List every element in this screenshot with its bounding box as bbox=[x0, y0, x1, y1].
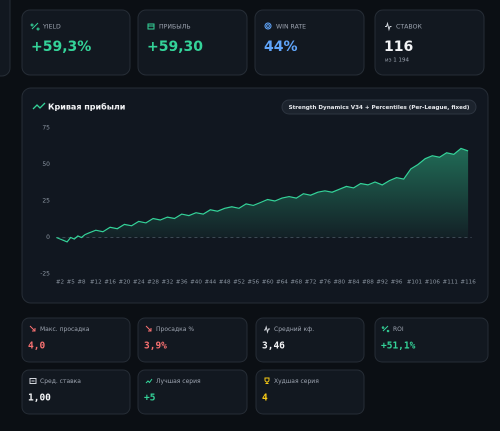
metric-label: Макс. просадка bbox=[40, 326, 90, 333]
metric-label: Просадка % bbox=[156, 326, 194, 333]
stat-value: 44% bbox=[264, 39, 298, 55]
x-tick-label: #32 bbox=[161, 280, 173, 286]
x-tick-label: #92 bbox=[376, 280, 388, 286]
x-tick-label: #60 bbox=[262, 280, 274, 286]
metric-value: 3,46 bbox=[262, 341, 285, 352]
chart-icon bbox=[32, 102, 46, 110]
stat-card bbox=[254, 9, 365, 76]
metric-icon bbox=[145, 325, 152, 332]
x-tick-label: #5 bbox=[67, 280, 76, 286]
x-tick-label: #68 bbox=[290, 280, 302, 286]
y-tick-label: 50 bbox=[42, 161, 50, 168]
chart-panel bbox=[21, 87, 489, 304]
x-tick-label: #52 bbox=[233, 280, 245, 286]
stat-icon bbox=[264, 22, 272, 30]
stat-card bbox=[21, 9, 131, 76]
chart-title: Кривая прибыли bbox=[48, 102, 125, 112]
stat-icon bbox=[30, 22, 40, 31]
stat-icon bbox=[147, 23, 155, 30]
x-tick-label: #36 bbox=[176, 280, 188, 286]
x-tick-label: #116 bbox=[460, 280, 476, 286]
stat-value: +59,30 bbox=[147, 39, 203, 55]
stat-label: ПРИБЫЛЬ bbox=[159, 24, 191, 31]
y-tick-label: 25 bbox=[42, 198, 50, 205]
clipped-card bbox=[0, 0, 11, 77]
stat-sub: из 1 194 bbox=[385, 58, 409, 64]
x-tick-label: #28 bbox=[147, 280, 159, 286]
metric-icon bbox=[145, 378, 153, 384]
metric-value: 1,00 bbox=[28, 393, 51, 404]
x-tick-label: #2 bbox=[56, 280, 64, 286]
badge-text: Strength Dynamics V34 + Percentiles (Per… bbox=[289, 105, 470, 111]
metric-value: 3,9% bbox=[144, 341, 167, 352]
metric-icon bbox=[29, 325, 36, 332]
y-tick-label: 75 bbox=[42, 125, 50, 132]
metric-value: +51,1% bbox=[381, 341, 416, 352]
x-tick-label: #101 bbox=[407, 280, 423, 286]
stat-icon bbox=[385, 21, 392, 32]
x-tick-label: #44 bbox=[204, 280, 216, 286]
metric-card bbox=[374, 317, 489, 363]
x-tick-label: #76 bbox=[319, 280, 331, 286]
metric-card bbox=[21, 317, 131, 363]
x-tick-label: #96 bbox=[391, 280, 403, 286]
y-tick-label: 0 bbox=[46, 234, 50, 241]
stat-card bbox=[137, 9, 248, 76]
metric-card bbox=[21, 369, 131, 415]
metric-value: +5 bbox=[144, 393, 156, 404]
x-tick-label: #24 bbox=[133, 280, 145, 286]
metric-value: 4,0 bbox=[28, 341, 45, 352]
metric-icon bbox=[264, 325, 270, 334]
metric-label: ROI bbox=[393, 326, 404, 333]
badge bbox=[281, 99, 477, 115]
x-tick-label: #106 bbox=[425, 280, 441, 286]
x-tick-label: #84 bbox=[348, 280, 360, 286]
x-tick-label: #16 bbox=[104, 280, 116, 286]
x-tick-label: #72 bbox=[305, 280, 317, 286]
profit-line bbox=[56, 147, 469, 243]
metric-label: Сред. ставка bbox=[40, 378, 81, 385]
x-tick-label: #12 bbox=[90, 280, 102, 286]
metric-label: Худшая серия bbox=[274, 378, 319, 385]
x-tick-label: #111 bbox=[443, 280, 459, 286]
metric-icon bbox=[264, 377, 270, 384]
x-tick-label: #20 bbox=[119, 280, 131, 286]
stat-value: +59,3% bbox=[31, 39, 91, 55]
x-tick-label: #80 bbox=[333, 280, 345, 286]
x-tick-label: #88 bbox=[362, 280, 374, 286]
stat-label: WIN RATE bbox=[276, 24, 306, 31]
metric-label: Средний кф. bbox=[274, 326, 314, 333]
metric-label: Лучшая серия bbox=[156, 378, 201, 385]
x-tick-label: #48 bbox=[219, 280, 231, 286]
stat-card bbox=[374, 9, 485, 76]
stat-label: YIELD bbox=[42, 24, 61, 31]
metric-icon bbox=[381, 325, 390, 333]
metric-card bbox=[255, 369, 365, 415]
x-tick-label: #64 bbox=[276, 280, 288, 286]
metric-icon bbox=[29, 378, 37, 384]
stat-label: СТАВОК bbox=[396, 24, 422, 31]
metric-card bbox=[137, 317, 248, 363]
metric-value: 4 bbox=[262, 393, 268, 404]
stat-value: 116 bbox=[384, 39, 413, 55]
x-tick-label: #56 bbox=[247, 280, 259, 286]
x-tick-label: #40 bbox=[190, 280, 202, 286]
y-tick-label: -25 bbox=[40, 271, 50, 278]
metric-card bbox=[255, 317, 365, 363]
x-tick-label: #8 bbox=[77, 280, 86, 286]
area bbox=[56, 148, 469, 242]
metric-card bbox=[137, 369, 248, 415]
